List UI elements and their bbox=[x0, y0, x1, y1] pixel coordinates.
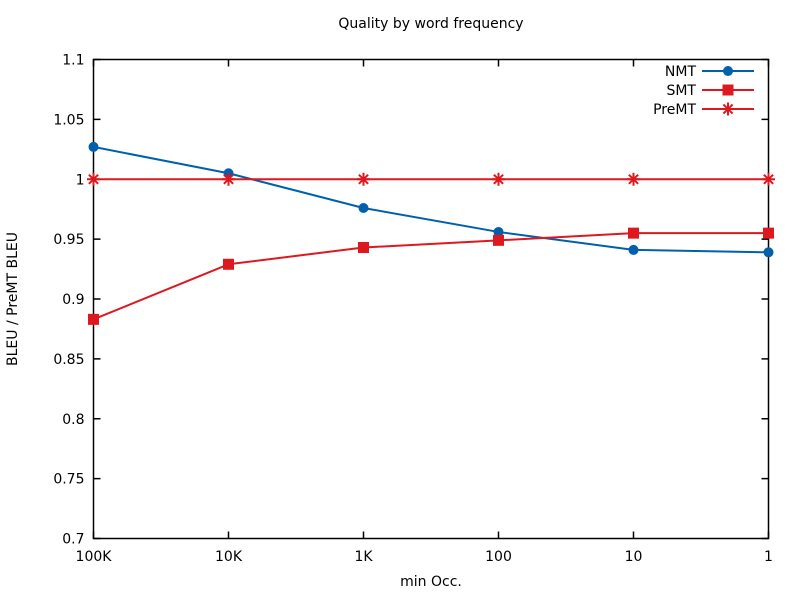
series-premt-point-asterisk-marker bbox=[628, 173, 639, 185]
series-nmt-point-circle-marker bbox=[493, 226, 504, 237]
chart-title: Quality by word frequency bbox=[338, 16, 523, 32]
y-tick-label: 0.7 bbox=[62, 532, 84, 548]
series-smt-point-square-marker bbox=[223, 258, 234, 270]
legend-premt-asterisk-marker bbox=[722, 103, 734, 115]
series-nmt-point-circle-marker bbox=[358, 202, 369, 213]
y-axis-label: BLEU / PreMT BLEU bbox=[5, 232, 21, 366]
x-axis-label: min Occ. bbox=[400, 574, 462, 590]
series-smt-point-square-marker bbox=[628, 227, 639, 239]
series-smt-point-square-marker bbox=[493, 234, 504, 246]
y-tick-label: 1.05 bbox=[53, 112, 84, 128]
y-tick-label: 0.8 bbox=[62, 412, 84, 428]
series-nmt-point-circle-marker bbox=[88, 141, 99, 152]
series-premt-point-asterisk-marker bbox=[223, 173, 234, 185]
series-smt-point-square-marker bbox=[763, 227, 774, 239]
series-premt-point-asterisk-marker bbox=[493, 173, 504, 185]
x-tick-label: 1K bbox=[354, 549, 373, 565]
x-tick-label: 10K bbox=[215, 549, 243, 565]
legend-label-smt: SMT bbox=[666, 83, 696, 99]
series-smt-point-square-marker bbox=[358, 242, 369, 254]
legend-nmt-circle-marker bbox=[723, 66, 733, 76]
series-smt-point-square-marker bbox=[88, 313, 99, 325]
x-tick-label: 1 bbox=[764, 549, 773, 565]
legend-label-nmt: NMT bbox=[665, 64, 697, 80]
y-tick-label: 0.9 bbox=[62, 292, 84, 308]
series-premt-point-asterisk-marker bbox=[358, 173, 369, 185]
y-tick-label: 0.95 bbox=[53, 232, 84, 248]
legend-smt-square-marker bbox=[722, 84, 734, 96]
plot-border bbox=[92, 58, 770, 540]
series-premt-point-asterisk-marker bbox=[763, 173, 774, 185]
series-nmt-point-circle-marker bbox=[628, 244, 639, 255]
legend-label-premt: PreMT bbox=[653, 102, 696, 118]
y-tick-label: 0.75 bbox=[53, 472, 84, 488]
series-premt-point-asterisk-marker bbox=[88, 173, 99, 185]
y-tick-label: 1.1 bbox=[62, 53, 84, 69]
y-tick-label: 0.85 bbox=[53, 352, 84, 368]
x-tick-label: 100 bbox=[485, 549, 512, 565]
x-tick-label: 100K bbox=[76, 549, 113, 565]
y-tick-label: 1 bbox=[76, 172, 85, 188]
series-nmt-point-circle-marker bbox=[763, 247, 774, 258]
x-tick-label: 10 bbox=[625, 549, 643, 565]
series-nmt-line bbox=[93, 145, 769, 254]
series-smt-line bbox=[93, 232, 769, 321]
